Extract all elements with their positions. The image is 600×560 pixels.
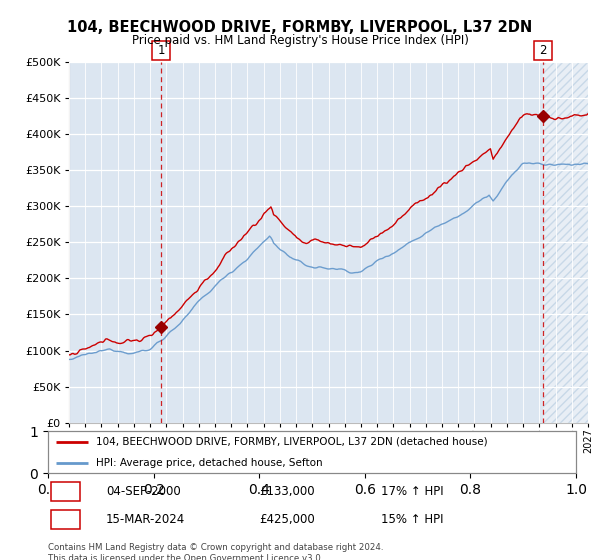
Text: 104, BEECHWOOD DRIVE, FORMBY, LIVERPOOL, L37 2DN: 104, BEECHWOOD DRIVE, FORMBY, LIVERPOOL,…: [67, 20, 533, 35]
Text: 2: 2: [61, 512, 69, 526]
FancyBboxPatch shape: [50, 482, 80, 501]
FancyBboxPatch shape: [152, 41, 170, 60]
Text: HPI: Average price, detached house, Sefton: HPI: Average price, detached house, Seft…: [95, 458, 322, 468]
Text: 2: 2: [539, 44, 547, 57]
Bar: [543, 62, 588, 423]
Text: 04-SEP-2000: 04-SEP-2000: [106, 484, 181, 498]
FancyBboxPatch shape: [50, 510, 80, 529]
Bar: [543, 62, 588, 423]
Text: Contains HM Land Registry data © Crown copyright and database right 2024.
This d: Contains HM Land Registry data © Crown c…: [48, 543, 383, 560]
Text: 104, BEECHWOOD DRIVE, FORMBY, LIVERPOOL, L37 2DN (detached house): 104, BEECHWOOD DRIVE, FORMBY, LIVERPOOL,…: [95, 437, 487, 447]
Text: £425,000: £425,000: [259, 512, 315, 526]
Text: £133,000: £133,000: [259, 484, 315, 498]
Text: 15-MAR-2024: 15-MAR-2024: [106, 512, 185, 526]
Text: 17% ↑ HPI: 17% ↑ HPI: [380, 484, 443, 498]
Text: 1: 1: [61, 484, 69, 498]
Text: Price paid vs. HM Land Registry's House Price Index (HPI): Price paid vs. HM Land Registry's House …: [131, 34, 469, 46]
FancyBboxPatch shape: [534, 41, 551, 60]
Text: 1: 1: [157, 44, 165, 57]
Text: 15% ↑ HPI: 15% ↑ HPI: [380, 512, 443, 526]
